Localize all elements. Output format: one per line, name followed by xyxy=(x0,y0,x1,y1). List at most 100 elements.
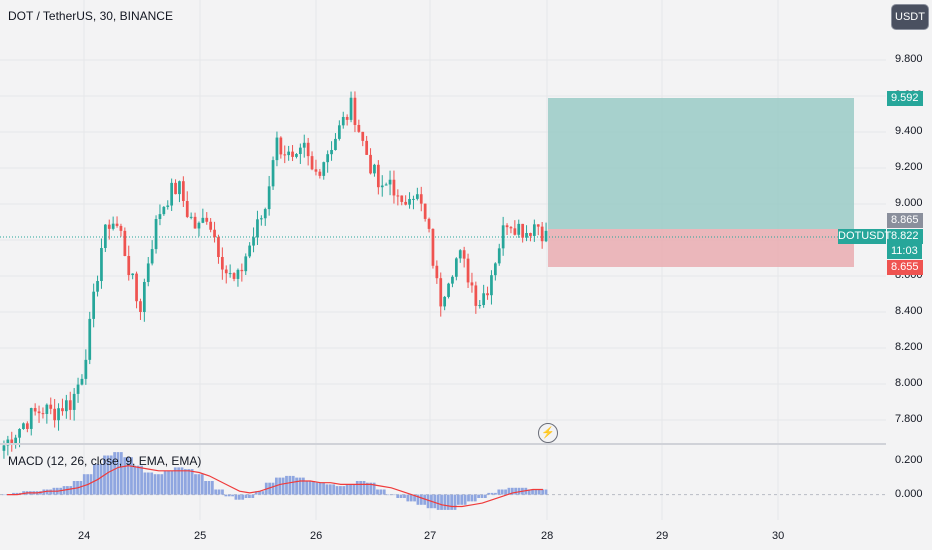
candle-body xyxy=(322,162,326,176)
macd-histogram-bar xyxy=(210,481,214,495)
loss-zone[interactable] xyxy=(548,229,854,267)
candle-body xyxy=(181,181,185,202)
macd-histogram-bar xyxy=(143,472,147,495)
candle-body xyxy=(139,301,142,312)
macd-histogram-bar xyxy=(184,469,187,495)
macd-histogram-bar xyxy=(69,486,73,495)
candle-body xyxy=(263,209,267,219)
price-tick-label: 9.000 xyxy=(895,197,923,209)
candle-body xyxy=(427,218,431,229)
macd-histogram-bar xyxy=(200,474,204,495)
candle-body xyxy=(240,269,244,272)
price-tick-label: 9.200 xyxy=(895,161,923,173)
candle-body xyxy=(18,429,21,438)
macd-histogram-bar xyxy=(295,477,298,495)
candle-body xyxy=(275,137,279,161)
macd-histogram-bar xyxy=(396,494,400,498)
candle-body xyxy=(423,203,427,219)
macd-histogram-bar xyxy=(82,474,86,495)
candle-body xyxy=(64,400,68,412)
macd-signal-line xyxy=(7,465,543,508)
candle-body xyxy=(509,227,513,229)
macd-histogram-bar xyxy=(109,455,113,495)
symbol-title[interactable]: DOT / TetherUS, 30, BINANCE xyxy=(8,9,173,23)
price-tick-label: 7.800 xyxy=(895,413,923,425)
macd-histogram-bar xyxy=(261,491,265,495)
macd-histogram-bar xyxy=(376,489,379,495)
candle-body xyxy=(287,151,291,156)
candle-body xyxy=(310,156,314,170)
macd-histogram-bar xyxy=(453,494,457,510)
macd-histogram-bar xyxy=(258,491,261,495)
stop-price-tag: 8.655 xyxy=(887,260,923,275)
macd-title[interactable]: MACD (12, 26, close, 9, EMA, EMA) xyxy=(8,454,202,468)
candle-body xyxy=(283,154,287,156)
macd-histogram-bar xyxy=(224,494,228,497)
candle-body xyxy=(252,237,255,246)
candle-body xyxy=(131,273,135,276)
macd-histogram-bar xyxy=(433,494,437,509)
candle-body xyxy=(111,223,115,229)
candle-body xyxy=(388,179,392,185)
candle-body xyxy=(197,222,201,229)
macd-histogram-bar xyxy=(494,492,497,495)
macd-histogram-bar xyxy=(231,494,234,497)
macd-histogram-bar xyxy=(160,474,164,495)
candle-body xyxy=(536,224,540,227)
macd-histogram-bar xyxy=(325,484,329,495)
time-tick-label: 28 xyxy=(541,530,554,542)
macd-histogram-bar xyxy=(45,489,49,495)
candle-body xyxy=(419,194,423,204)
macd-histogram-bar xyxy=(177,467,181,495)
candle-body xyxy=(412,198,415,200)
candle-body xyxy=(6,439,10,446)
macd-histogram-bar xyxy=(291,475,295,495)
macd-histogram-bar xyxy=(473,494,477,502)
macd-histogram-bar xyxy=(140,465,143,495)
macd-histogram-bar xyxy=(487,492,491,495)
candle-body xyxy=(337,125,341,139)
pane-separator[interactable] xyxy=(0,443,886,445)
candle-body xyxy=(365,140,369,155)
macd-histogram-bar xyxy=(305,481,309,495)
candle-body xyxy=(72,393,76,410)
candle-body xyxy=(220,257,224,270)
macd-histogram-bar xyxy=(541,489,545,495)
macd-histogram-bar xyxy=(180,467,184,495)
candle-body xyxy=(244,256,248,272)
macd-histogram-bar xyxy=(99,464,103,495)
macd-histogram-bar xyxy=(416,494,420,505)
price-tick-label: 9.400 xyxy=(895,125,923,137)
candle-body xyxy=(341,116,345,126)
macd-histogram-bar xyxy=(544,489,548,495)
candle-body xyxy=(189,216,193,218)
macd-histogram-bar xyxy=(197,474,201,495)
candle-body xyxy=(454,258,458,277)
macd-histogram-bar xyxy=(288,475,292,495)
candle-body xyxy=(205,217,209,222)
macd-histogram-bar xyxy=(352,484,356,495)
candle-body xyxy=(174,182,177,195)
macd-histogram-bar xyxy=(392,494,396,496)
macd-histogram-bar xyxy=(312,481,315,495)
time-tick-label: 26 xyxy=(310,530,323,542)
macd-histogram-bar xyxy=(116,452,120,495)
candle-body xyxy=(532,224,536,236)
macd-histogram-bar xyxy=(510,487,514,495)
macd-histogram-bar xyxy=(153,474,157,495)
candle-body xyxy=(37,411,41,414)
candle-body xyxy=(482,293,486,306)
currency-button[interactable]: USDT xyxy=(891,4,929,30)
candle-body xyxy=(330,150,333,155)
macd-histogram-bar xyxy=(244,494,248,498)
profit-zone[interactable] xyxy=(548,98,854,229)
macd-histogram-bar xyxy=(450,494,454,510)
candle-body xyxy=(76,384,80,394)
macd-histogram-bar xyxy=(369,482,373,495)
macd-histogram-bar xyxy=(79,481,83,495)
macd-histogram-bar xyxy=(163,470,167,495)
lightning-icon[interactable]: ⚡ xyxy=(538,423,558,443)
macd-histogram-bar xyxy=(22,491,25,495)
